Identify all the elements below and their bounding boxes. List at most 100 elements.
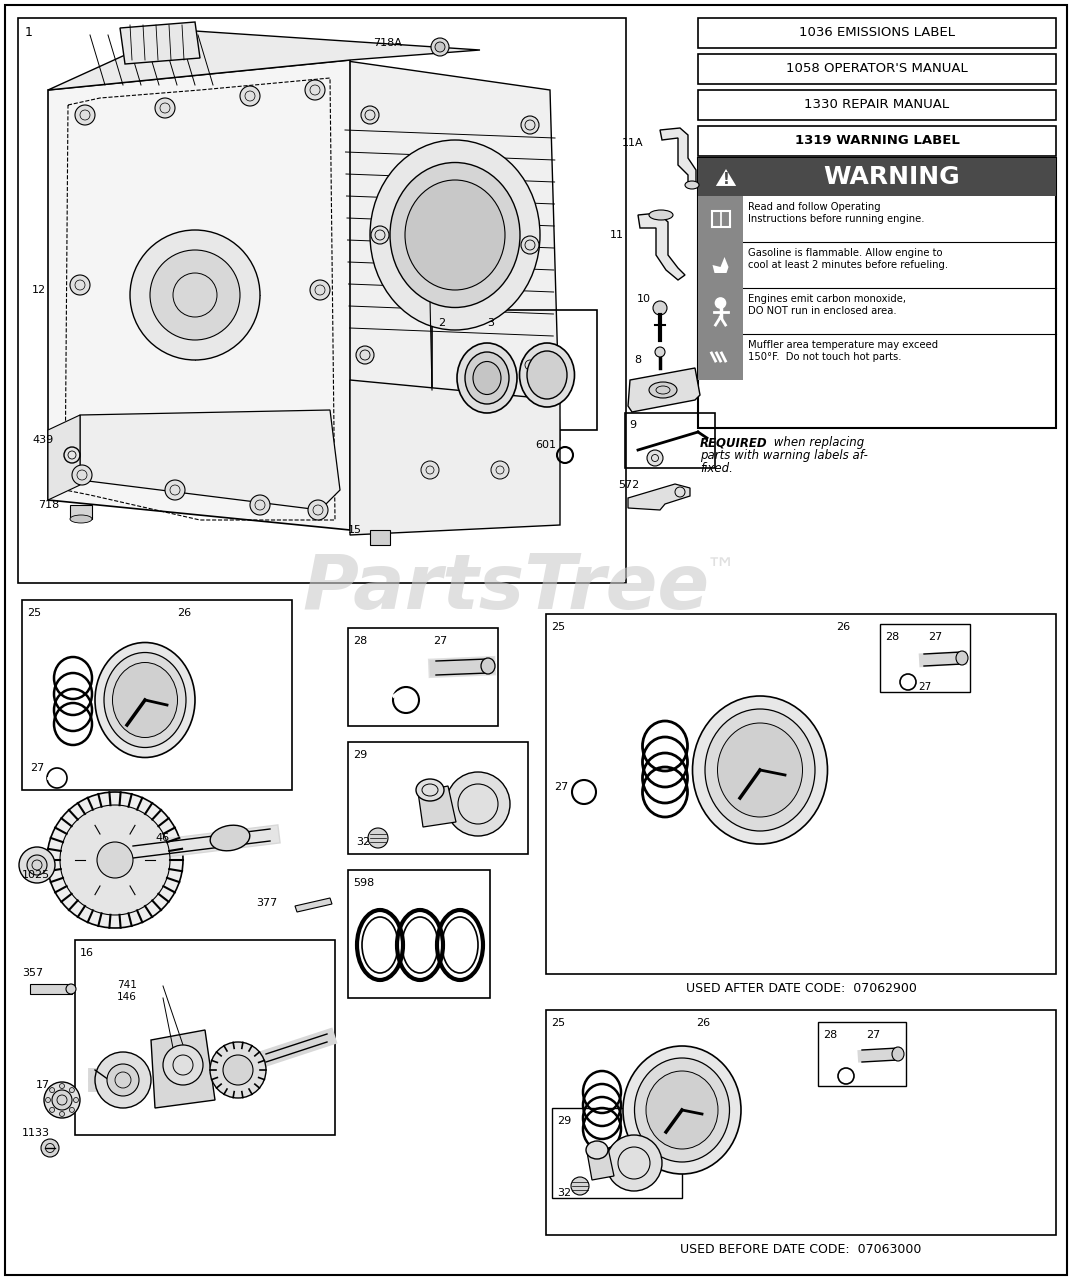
Text: Muffler area temperature may exceed: Muffler area temperature may exceed [748, 340, 938, 349]
Polygon shape [48, 60, 349, 530]
Text: 28: 28 [885, 632, 899, 643]
Polygon shape [349, 380, 560, 535]
Text: Gasoline is flammable. Allow engine to: Gasoline is flammable. Allow engine to [748, 248, 942, 259]
Ellipse shape [635, 1059, 730, 1162]
Text: 11: 11 [610, 230, 624, 241]
Bar [18, 18, 626, 582]
Bar [698, 334, 743, 380]
Ellipse shape [649, 381, 678, 398]
Text: Instructions before running engine.: Instructions before running engine. [748, 214, 924, 224]
Text: 12: 12 [32, 285, 46, 294]
Text: 29: 29 [353, 750, 368, 760]
Bar [23, 600, 292, 790]
Circle shape [60, 805, 170, 915]
Circle shape [150, 250, 240, 340]
Text: 357: 357 [23, 968, 43, 978]
Text: 16: 16 [80, 948, 94, 957]
Ellipse shape [66, 984, 76, 995]
Text: 28: 28 [353, 636, 368, 646]
Circle shape [521, 116, 539, 134]
Ellipse shape [457, 343, 517, 413]
Circle shape [60, 1083, 64, 1088]
Circle shape [130, 230, 260, 360]
Text: 377: 377 [256, 899, 278, 908]
Bar [698, 157, 1056, 196]
Polygon shape [48, 415, 80, 500]
Ellipse shape [70, 515, 92, 524]
Bar [698, 157, 1056, 428]
Bar [70, 506, 92, 518]
Circle shape [606, 1135, 662, 1190]
Text: USED BEFORE DATE CODE:  07063000: USED BEFORE DATE CODE: 07063000 [681, 1243, 922, 1256]
Text: 28: 28 [823, 1030, 837, 1039]
Circle shape [435, 42, 445, 52]
Circle shape [75, 105, 95, 125]
Text: 27: 27 [433, 636, 447, 646]
Text: 1058 OPERATOR'S MANUAL: 1058 OPERATOR'S MANUAL [786, 63, 968, 76]
Circle shape [653, 301, 667, 315]
Text: USED AFTER DATE CODE:  07062900: USED AFTER DATE CODE: 07062900 [686, 982, 917, 995]
Circle shape [361, 106, 379, 124]
Ellipse shape [586, 1140, 608, 1158]
Ellipse shape [520, 343, 575, 407]
Text: ™: ™ [705, 558, 736, 586]
Text: 741: 741 [117, 980, 137, 989]
Text: WARNING: WARNING [823, 165, 961, 189]
Bar [712, 211, 730, 227]
Text: parts with warning labels af-: parts with warning labels af- [700, 449, 868, 462]
Bar [432, 310, 597, 430]
Circle shape [368, 828, 388, 847]
Text: 26: 26 [696, 1018, 710, 1028]
Text: 27: 27 [554, 782, 568, 792]
Text: 8: 8 [634, 355, 641, 365]
Circle shape [715, 298, 726, 308]
Bar [546, 614, 1056, 974]
Polygon shape [120, 22, 200, 64]
Bar [370, 530, 390, 545]
Polygon shape [628, 369, 700, 412]
Bar [552, 1108, 682, 1198]
Polygon shape [80, 410, 340, 509]
Text: 15: 15 [348, 525, 362, 535]
Ellipse shape [649, 210, 673, 220]
Text: 1025: 1025 [23, 870, 50, 881]
Text: 29: 29 [557, 1116, 571, 1126]
Circle shape [74, 1097, 78, 1102]
Text: 10: 10 [637, 294, 651, 303]
Ellipse shape [685, 180, 699, 189]
Polygon shape [340, 60, 560, 530]
Circle shape [70, 1107, 74, 1112]
Polygon shape [713, 257, 729, 273]
Ellipse shape [405, 180, 505, 291]
Circle shape [95, 1052, 151, 1108]
Circle shape [47, 792, 183, 928]
Text: 3: 3 [487, 317, 494, 328]
Text: cool at least 2 minutes before refueling.: cool at least 2 minutes before refueling… [748, 260, 948, 270]
Circle shape [165, 480, 185, 500]
Circle shape [446, 772, 510, 836]
Polygon shape [628, 484, 690, 509]
Polygon shape [660, 128, 696, 186]
Text: 32: 32 [356, 837, 370, 847]
Circle shape [308, 500, 328, 520]
Circle shape [431, 38, 449, 56]
Text: 26: 26 [177, 608, 191, 618]
Circle shape [19, 847, 55, 883]
Ellipse shape [527, 351, 567, 399]
Text: 11A: 11A [622, 138, 643, 148]
Text: 27: 27 [866, 1030, 880, 1039]
Bar [546, 1010, 1056, 1235]
Ellipse shape [705, 709, 815, 831]
Circle shape [421, 461, 440, 479]
Ellipse shape [956, 652, 968, 666]
Bar [698, 196, 743, 242]
Circle shape [49, 1107, 55, 1112]
Text: 46: 46 [155, 833, 169, 844]
Text: PartsTree: PartsTree [302, 550, 710, 625]
Ellipse shape [623, 1046, 741, 1174]
Text: 1319 WARNING LABEL: 1319 WARNING LABEL [794, 134, 959, 147]
Ellipse shape [693, 696, 828, 844]
Circle shape [310, 280, 330, 300]
Circle shape [41, 1139, 59, 1157]
Polygon shape [418, 786, 456, 827]
